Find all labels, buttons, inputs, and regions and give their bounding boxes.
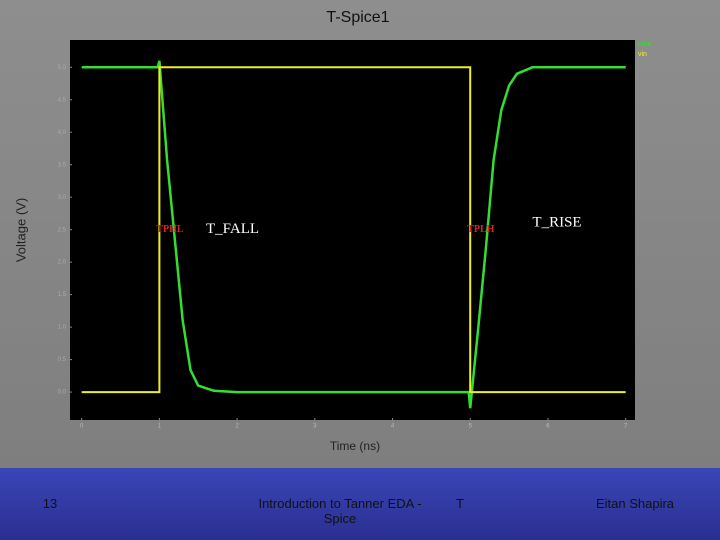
x-tick-label: 2 bbox=[235, 424, 239, 430]
y-tick-label: 0.5 bbox=[58, 357, 67, 363]
x-tick-label: 1 bbox=[158, 424, 162, 430]
y-axis-label: Voltage (V) bbox=[13, 198, 28, 262]
y-tick-label: 4.5 bbox=[58, 97, 67, 103]
legend-entry: vout bbox=[638, 41, 651, 48]
page-number: 13 bbox=[42, 496, 58, 511]
legend-entry: vin bbox=[638, 51, 647, 58]
x-tick-label: 7 bbox=[624, 424, 628, 430]
y-tick-label: 1.0 bbox=[58, 325, 67, 331]
x-tick-label: 5 bbox=[469, 424, 473, 430]
y-tick-label: 5.0 bbox=[58, 65, 67, 71]
course-title: Introduction to Tanner EDA -Spice bbox=[258, 496, 422, 526]
x-tick-label: 0 bbox=[80, 424, 84, 430]
mark: T bbox=[456, 496, 464, 511]
series-line bbox=[81, 60, 626, 409]
y-tick-label: 0.0 bbox=[58, 390, 67, 396]
x-tick-label: 3 bbox=[313, 424, 317, 430]
x-axis-label: Time (ns) bbox=[330, 439, 380, 453]
annotation: TPHL bbox=[156, 224, 184, 235]
y-tick-label: 2.5 bbox=[58, 227, 67, 233]
y-tick-label: 3.0 bbox=[58, 195, 67, 201]
annotation: T_FALL bbox=[206, 221, 259, 237]
y-tick-label: 3.5 bbox=[58, 162, 67, 168]
footer: 13 Introduction to Tanner EDA -Spice T E… bbox=[0, 468, 720, 540]
y-tick-label: 1.5 bbox=[58, 292, 67, 298]
annotation: T_RISE bbox=[532, 215, 581, 231]
x-tick-label: 6 bbox=[546, 424, 550, 430]
y-tick-label: 4.0 bbox=[58, 130, 67, 136]
plot-area bbox=[70, 40, 635, 420]
x-tick-label: 4 bbox=[391, 424, 395, 430]
annotation: TPLH bbox=[467, 224, 494, 235]
y-tick-label: 2.0 bbox=[58, 260, 67, 266]
author: Eitan Shapira bbox=[595, 496, 675, 511]
series-line bbox=[81, 66, 626, 394]
chart-title: T-Spice1 bbox=[326, 9, 389, 26]
chart: T-Spice1 Time (ns) Voltage (V) 0.0 0.5 1.0… bbox=[13, 9, 651, 453]
